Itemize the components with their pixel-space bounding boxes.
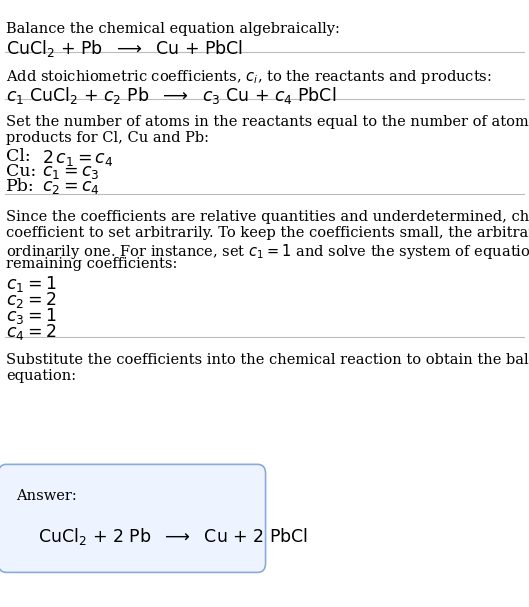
Text: Set the number of atoms in the reactants equal to the number of atoms in the: Set the number of atoms in the reactants… — [6, 115, 529, 129]
Text: remaining coefficients:: remaining coefficients: — [6, 257, 178, 271]
Text: $c_1$ $\mathrm{CuCl_2}$ + $c_2$ Pb  $\longrightarrow$  $c_3$ Cu + $c_4$ PbCl: $c_1$ $\mathrm{CuCl_2}$ + $c_2$ Pb $\lon… — [6, 85, 336, 106]
Text: equation:: equation: — [6, 369, 77, 383]
Text: Cu:: Cu: — [6, 163, 37, 180]
Text: Substitute the coefficients into the chemical reaction to obtain the balanced: Substitute the coefficients into the che… — [6, 353, 529, 367]
Text: $\mathrm{CuCl_2}$ + Pb  $\longrightarrow$  Cu + PbCl: $\mathrm{CuCl_2}$ + Pb $\longrightarrow$… — [6, 38, 243, 59]
Text: Since the coefficients are relative quantities and underdetermined, choose a: Since the coefficients are relative quan… — [6, 210, 529, 224]
Text: Pb:: Pb: — [6, 178, 35, 195]
Text: $\mathrm{CuCl_2}$ + 2 Pb  $\longrightarrow$  Cu + 2 PbCl: $\mathrm{CuCl_2}$ + 2 Pb $\longrightarro… — [38, 526, 308, 548]
Text: $c_2 = 2$: $c_2 = 2$ — [6, 290, 57, 310]
Text: $c_1 = c_3$: $c_1 = c_3$ — [42, 163, 100, 181]
Text: Answer:: Answer: — [16, 489, 77, 503]
Text: Balance the chemical equation algebraically:: Balance the chemical equation algebraica… — [6, 22, 340, 36]
Text: products for Cl, Cu and Pb:: products for Cl, Cu and Pb: — [6, 131, 209, 145]
Text: $2\,c_1 = c_4$: $2\,c_1 = c_4$ — [42, 148, 114, 168]
Text: Cl:: Cl: — [6, 148, 31, 165]
Text: $c_4 = 2$: $c_4 = 2$ — [6, 322, 57, 342]
Text: $c_2 = c_4$: $c_2 = c_4$ — [42, 178, 100, 197]
Text: $c_1 = 1$: $c_1 = 1$ — [6, 274, 57, 294]
Text: Add stoichiometric coefficients, $c_i$, to the reactants and products:: Add stoichiometric coefficients, $c_i$, … — [6, 68, 492, 86]
Text: coefficient to set arbitrarily. To keep the coefficients small, the arbitrary va: coefficient to set arbitrarily. To keep … — [6, 226, 529, 240]
Text: $c_3 = 1$: $c_3 = 1$ — [6, 306, 57, 326]
Text: ordinarily one. For instance, set $c_1 = 1$ and solve the system of equations fo: ordinarily one. For instance, set $c_1 =… — [6, 242, 529, 260]
FancyBboxPatch shape — [0, 464, 266, 572]
